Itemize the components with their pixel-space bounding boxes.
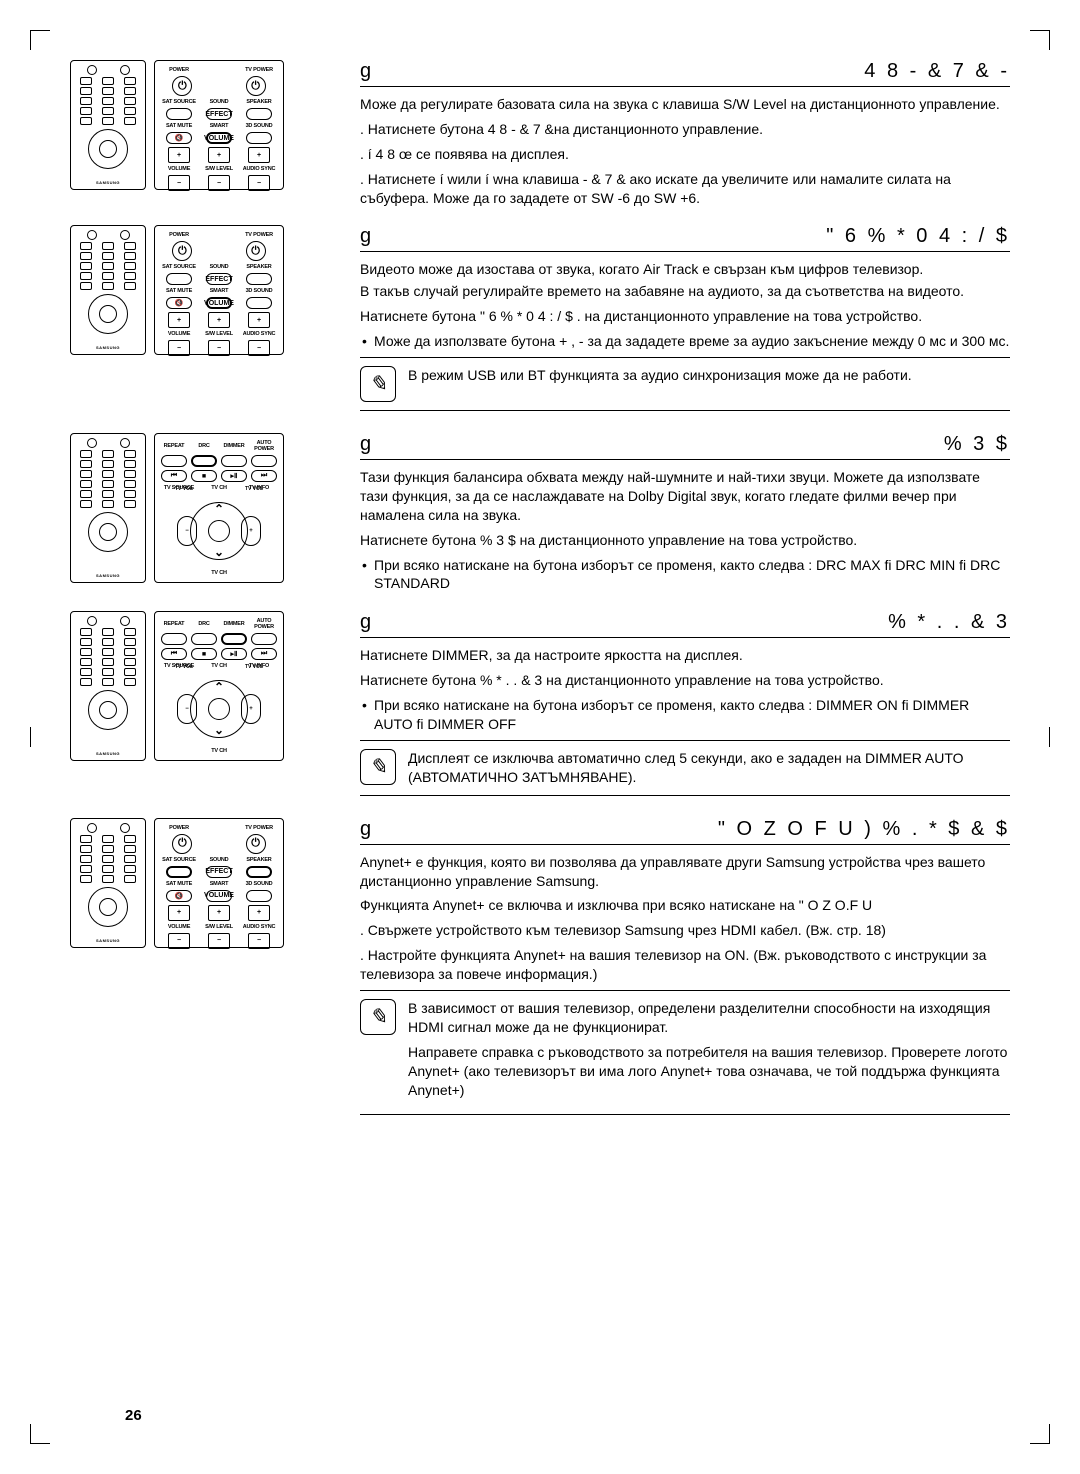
page-number: 26 [125, 1407, 142, 1424]
prefix: g [360, 225, 371, 248]
heading-sw-level: 4 8 - & 7 & - [864, 60, 1010, 83]
p: Натиснете бутона % * . . & 3 на дистанци… [360, 671, 1010, 690]
remote-panel-4: REPEATDRCDIMMERAUTO POWER ⏮■▸Ⅱ⏭ TV SOURC… [154, 611, 284, 761]
heading-audio-sync: " 6 % * 0 4 : / $ [826, 225, 1010, 248]
p: Натиснете DIMMER, за да настроите яркост… [360, 646, 1010, 665]
remote-panel-3: REPEATDRCDIMMERAUTO POWER ⏮■▸Ⅱ⏭ TV SOURC… [154, 433, 284, 583]
section-anynet: SAMSUNG POWERTV POWER ⏻⏻ SAT SOURCESOUND… [70, 818, 1010, 1125]
prefix: g [360, 611, 371, 634]
heading-drc: % 3 $ [944, 433, 1010, 456]
p: . í 4 8 œ се появява на дисплея. [360, 145, 1010, 164]
note-text: В режим USB или BT функцията за аудио си… [408, 366, 1010, 402]
p: . Натиснете бутона 4 8 - & 7 &на дистанц… [360, 120, 1010, 139]
section-dimmer: SAMSUNG REPEATDRCDIMMERAUTO POWER ⏮■▸Ⅱ⏭ … [70, 611, 1010, 805]
p: Видеото може да изостава от звука, когат… [360, 260, 1010, 279]
prefix: g [360, 818, 371, 841]
remote-small-3: SAMSUNG [70, 433, 146, 583]
p: . Свържете устройството към телевизор Sa… [360, 921, 1010, 940]
remote-panel-2: POWERTV POWER ⏻⏻ SAT SOURCESOUNDSPEAKER … [154, 225, 284, 355]
note-icon: ✎ [360, 999, 396, 1035]
remote-panel-1: POWERTV POWER ⏻⏻ SAT SOURCESOUNDSPEAKER … [154, 60, 284, 190]
p: . Настройте функцията Anynet+ на вашия т… [360, 946, 1010, 984]
section-sw-level: SAMSUNG POWERTV POWER ⏻⏻ SAT SOURCESOUND… [70, 60, 1010, 213]
p: Тази функция балансира обхвата между най… [360, 468, 1010, 525]
prefix: g [360, 60, 371, 83]
section-audio-sync: SAMSUNG POWERTV POWER ⏻⏻ SAT SOURCESOUND… [70, 225, 1010, 421]
note-icon: ✎ [360, 749, 396, 785]
note-box: ✎ В режим USB или BT функцията за аудио … [360, 357, 1010, 411]
prefix: g [360, 433, 371, 456]
note-box: ✎ Дисплеят се изключва автоматично след … [360, 740, 1010, 796]
note-p: Направете справка с ръководството за пот… [408, 1043, 1010, 1100]
note-p: В зависимост от вашия телевизор, определ… [408, 999, 1010, 1037]
remote-small-2: SAMSUNG [70, 225, 146, 355]
note-icon: ✎ [360, 366, 396, 402]
note-text: Дисплеят се изключва автоматично след 5 … [408, 749, 1010, 787]
bullet: Може да използвате бутона + , - за да за… [360, 332, 1010, 351]
remote-small-5: SAMSUNG [70, 818, 146, 948]
remote-panel-5: POWERTV POWER ⏻⏻ SAT SOURCESOUNDSPEAKER … [154, 818, 284, 948]
section-drc: SAMSUNG REPEATDRCDIMMERAUTO POWER ⏮■▸Ⅱ⏭ … [70, 433, 1010, 599]
note-box: ✎ В зависимост от вашия телевизор, опред… [360, 990, 1010, 1114]
remote-small-4: SAMSUNG [70, 611, 146, 761]
p: Функцията Anynet+ се включва и изключва … [360, 896, 1010, 915]
p: Натиснете бутона " 6 % * 0 4 : / $ . на … [360, 307, 1010, 326]
p: Натиснете бутона % 3 $ на дистанционното… [360, 531, 1010, 550]
p: . Натиснете í wили í wна клавиша - & 7 &… [360, 170, 1010, 208]
p: Anynet+ е функция, която ви позволява да… [360, 853, 1010, 891]
remote-small-1: SAMSUNG [70, 60, 146, 190]
heading-anynet: " O Z O F U ) % . * $ & $ [718, 818, 1010, 841]
bullet: При всяко натискане на бутона изборът се… [360, 696, 1010, 734]
p: В такъв случай регулирайте времето на за… [360, 282, 1010, 301]
bullet: При всяко натискане на бутона изборът се… [360, 556, 1010, 594]
p: Може да регулирате базовата сила на звук… [360, 95, 1010, 114]
heading-dimmer: % * . . & 3 [888, 611, 1010, 634]
